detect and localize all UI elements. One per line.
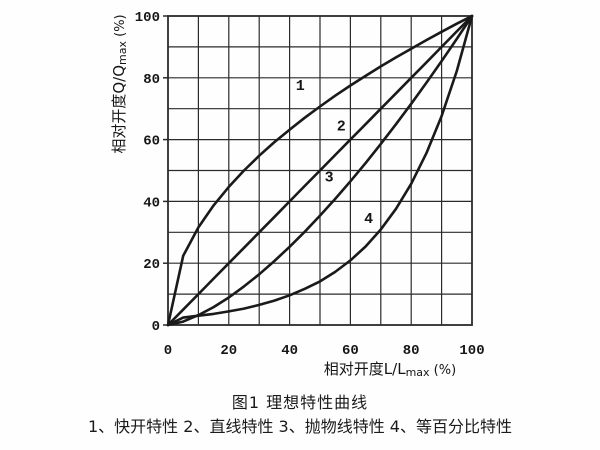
curve-2-直线特性 xyxy=(166,14,474,327)
y-tick-label: 60 xyxy=(143,134,160,150)
figure-caption: 图1 理想特性曲线 xyxy=(231,393,369,412)
curve-4-等百分比特性 xyxy=(166,14,474,327)
curve-label-3: 3 xyxy=(325,169,334,186)
x-tick-label: 80 xyxy=(403,343,420,359)
curve-label-4: 4 xyxy=(364,211,373,228)
curve-label-1: 1 xyxy=(296,78,305,95)
x-axis-title: 相对开度L/Lmax (%) xyxy=(324,360,456,379)
y-tick-label: 100 xyxy=(135,10,160,26)
x-tick-label: 0 xyxy=(164,343,172,359)
x-tick-label: 40 xyxy=(281,343,298,359)
x-tick-label: 100 xyxy=(459,343,484,359)
curve-label-2: 2 xyxy=(337,118,346,135)
y-tick-label: 20 xyxy=(143,257,160,273)
y-tick-label: 0 xyxy=(152,319,160,335)
chart-svg: 0 20 40 60 80 100 0 20 40 60 80 100 1 2 3 4 相对开度L/Lmax (… xyxy=(110,10,485,379)
y-tick-label: 40 xyxy=(143,195,160,211)
y-axis-title: 相对开度Q/Qmax (%) xyxy=(110,14,129,153)
plot-border xyxy=(167,15,473,326)
curve-3-抛物线特性 xyxy=(166,14,474,327)
x-tick-label: 60 xyxy=(342,343,359,359)
y-tick-label: 80 xyxy=(143,72,160,88)
figure-legend: 1、快开特性 2、直线特性 3、抛物线特性 4、等百分比特性 xyxy=(88,417,512,436)
x-tick-label: 20 xyxy=(220,343,237,359)
curve-1-快开特性 xyxy=(166,14,474,327)
